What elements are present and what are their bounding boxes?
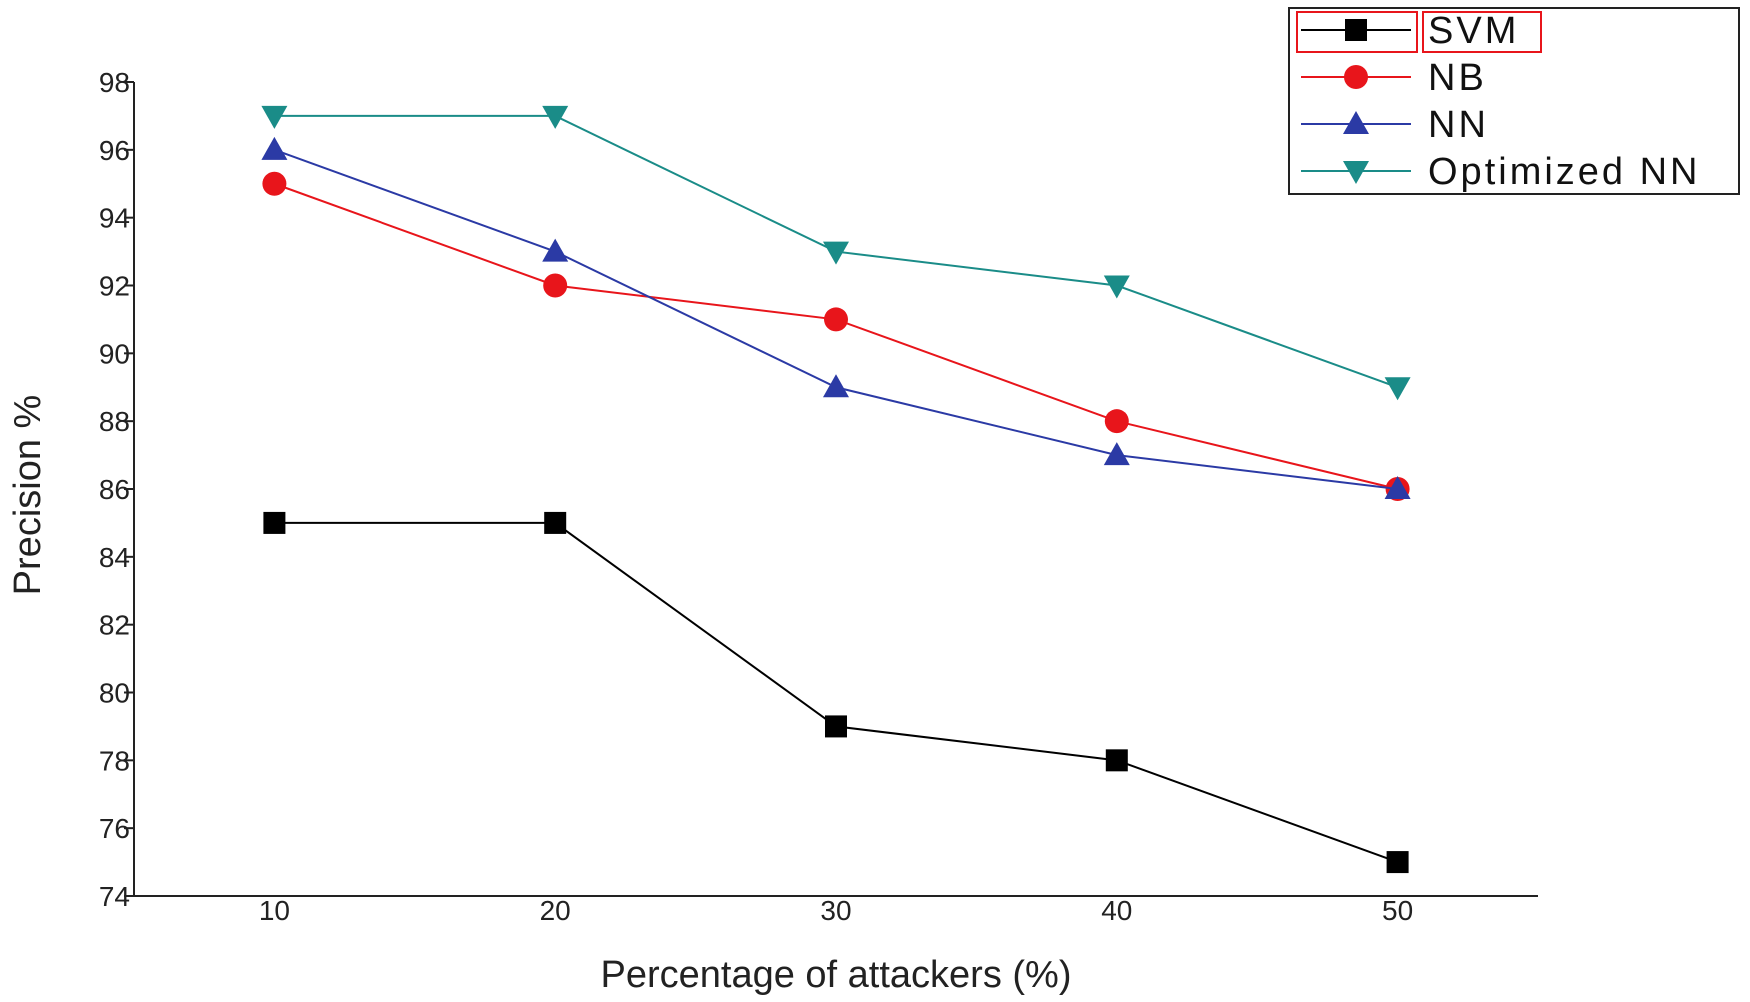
legend-label-nn: NN (1428, 104, 1489, 146)
y-tick-label: 92 (99, 271, 130, 302)
data-point-nn (823, 374, 849, 398)
data-point-nb (543, 273, 568, 298)
series-line-svm (274, 521, 1398, 864)
y-tick-label: 88 (99, 406, 130, 437)
data-point-optimized-nn (261, 105, 288, 129)
data-point-svm (263, 511, 286, 534)
legend-item-svm: SVM (1301, 10, 1519, 52)
y-tick-label: 98 (99, 67, 130, 98)
data-point-nn (261, 136, 288, 160)
legend-marker-nn (1343, 111, 1369, 134)
data-point-svm (1105, 749, 1128, 772)
y-tick-label: 82 (99, 610, 130, 641)
data-point-svm (1386, 851, 1409, 874)
legend-item-nn: NN (1301, 104, 1489, 146)
x-tick-label: 40 (1101, 895, 1132, 926)
legend-highlight-label (1422, 11, 1542, 53)
data-point-optimized-nn (1384, 377, 1411, 401)
legend-item-optimized-nn: Optimized NN (1301, 151, 1701, 193)
y-tick-label: 96 (99, 135, 130, 166)
y-tick-label: 74 (99, 881, 130, 912)
data-point-nn (1103, 442, 1130, 466)
data-point-nb (262, 171, 287, 196)
series-svm (263, 511, 1409, 874)
y-tick-label: 76 (99, 813, 130, 844)
y-tick-label: 86 (99, 474, 130, 505)
legend: SVM NB NN Optimized NN (1288, 7, 1740, 195)
series-nn (261, 136, 1411, 499)
series-nb (262, 171, 1410, 501)
x-tick-label: 50 (1382, 895, 1413, 926)
legend-label-svm: SVM (1428, 10, 1519, 52)
series-line-nb (274, 182, 1398, 490)
legend-highlight (1296, 11, 1418, 53)
data-point-svm (825, 715, 847, 738)
legend-marker-svm (1345, 19, 1367, 41)
data-point-optimized-nn (823, 241, 849, 265)
legend-label-optimized-nn: Optimized NN (1428, 151, 1701, 193)
data-point-nn (542, 238, 569, 262)
legend-item-nb: NB (1301, 57, 1487, 99)
data-point-nb (1104, 409, 1129, 434)
data-point-nb (824, 307, 848, 332)
y-tick-label: 84 (99, 542, 130, 573)
x-tick-label: 30 (820, 895, 851, 926)
legend-marker-optimized-nn (1343, 161, 1369, 184)
y-tick-label: 80 (99, 678, 130, 709)
x-tick-label: 20 (540, 895, 571, 926)
y-tick-label: 94 (99, 203, 130, 234)
axes (133, 82, 1538, 897)
data-point-optimized-nn (1103, 275, 1130, 299)
series-optimized-nn (261, 105, 1411, 401)
series-layer (261, 105, 1411, 874)
y-tick-label: 90 (99, 338, 130, 369)
legend-marker-nb (1344, 65, 1368, 89)
data-point-svm (544, 511, 567, 534)
data-point-nn (1384, 476, 1411, 499)
legend-label-nb: NB (1428, 57, 1487, 99)
y-ticks: 74 76 78 80 82 84 86 88 90 92 94 96 98 (99, 67, 134, 912)
x-axis-title: Percentage of attackers (%) (601, 954, 1072, 996)
x-ticks: 10 20 30 40 50 (259, 895, 1413, 926)
x-tick-label: 10 (259, 895, 290, 926)
y-tick-label: 78 (99, 745, 130, 776)
y-axis-title: Precision % (7, 395, 49, 596)
data-point-optimized-nn (542, 105, 569, 129)
